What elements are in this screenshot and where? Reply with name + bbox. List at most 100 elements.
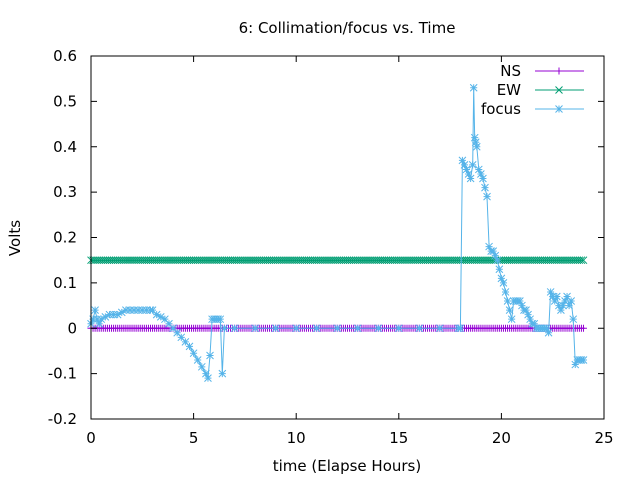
data-point: [485, 242, 493, 251]
data-point: [202, 369, 210, 378]
data-point: [468, 161, 477, 169]
data-point: [193, 356, 202, 364]
data-point: [177, 333, 186, 342]
marks-layer: [87, 83, 588, 383]
x-tick-label: 10: [287, 429, 306, 447]
data-point: [161, 315, 169, 324]
plot-border: [90, 55, 605, 420]
legend-marker: [555, 86, 563, 94]
y-tick-label: -0.2: [48, 410, 77, 428]
data-point: [552, 292, 561, 301]
data-point: [95, 319, 104, 328]
legend-label: focus: [481, 100, 521, 118]
data-point: [472, 142, 481, 151]
data-point: [165, 319, 173, 328]
y-tick-label: 0: [67, 319, 77, 337]
data-point: [493, 256, 502, 265]
data-point: [522, 306, 530, 314]
y-axis-label: Volts: [6, 220, 24, 256]
data-point: [505, 306, 514, 314]
y-tick-label: -0.1: [48, 365, 77, 383]
data-point: [197, 362, 206, 371]
data-point: [271, 324, 280, 333]
data-point: [524, 310, 532, 319]
data-point: [555, 301, 563, 310]
data-point: [497, 274, 506, 283]
data-point: [181, 338, 190, 346]
data-point: [481, 183, 489, 192]
data-point: [230, 324, 239, 333]
x-tick-label: 15: [389, 429, 408, 447]
data-point: [479, 174, 487, 183]
data-point: [91, 306, 99, 314]
data-point: [394, 324, 403, 333]
data-point: [579, 356, 588, 364]
data-point: [503, 297, 512, 305]
data-point: [462, 165, 471, 174]
data-point: [169, 324, 177, 333]
y-tick-label: 0.6: [53, 47, 77, 65]
data-point: [415, 324, 424, 333]
data-point: [109, 310, 118, 319]
data-point: [501, 288, 510, 296]
data-point: [569, 315, 578, 324]
data-point: [113, 310, 122, 319]
data-point: [105, 310, 114, 319]
data-point: [471, 138, 480, 147]
y-tick-label: 0.3: [53, 183, 77, 201]
data-point: [89, 315, 97, 324]
legend-label: EW: [497, 81, 521, 99]
data-point: [138, 306, 147, 314]
data-point: [134, 306, 143, 314]
data-point: [483, 192, 491, 201]
data-point: [122, 306, 130, 314]
data-point: [353, 324, 362, 333]
x-tick-label: 25: [594, 429, 613, 447]
series-focus: [87, 83, 588, 383]
series-line: [90, 87, 584, 381]
data-point: [374, 324, 383, 333]
data-point: [518, 301, 526, 310]
data-point: [142, 306, 151, 314]
data-point: [565, 301, 573, 310]
data-point: [456, 324, 465, 333]
data-point: [93, 315, 102, 324]
legend-label: NS: [500, 62, 521, 80]
data-point: [526, 315, 534, 324]
data-point: [546, 288, 555, 296]
data-point: [577, 256, 586, 265]
data-point: [559, 301, 567, 310]
data-point: [466, 174, 475, 183]
data-point: [101, 313, 110, 321]
data-point: [117, 308, 126, 317]
x-tick-label: 0: [86, 429, 96, 447]
data-point: [548, 292, 557, 301]
data-point: [220, 324, 229, 333]
data-point: [173, 328, 182, 337]
data-point: [507, 315, 516, 324]
data-point: [148, 306, 157, 314]
data-point: [544, 328, 553, 337]
data-point: [579, 324, 587, 332]
data-point: [542, 324, 551, 333]
data-point: [292, 324, 301, 333]
x-axis-label: time (Elapse Hours): [273, 457, 421, 475]
data-point: [216, 315, 225, 324]
y-tick-label: 0.2: [53, 229, 77, 247]
y-tick-label: 0.5: [53, 92, 77, 110]
data-point: [563, 292, 571, 301]
data-point: [561, 297, 569, 305]
ticks-layer: 0 5 10 15 20 25 -0.2 -0.1 0 0.1 0.2 0.3 0.4 0.5 0.6: [48, 47, 614, 447]
data-point: [516, 297, 524, 305]
data-point: [469, 83, 478, 92]
data-point: [312, 324, 321, 333]
x-tick-label: 5: [189, 429, 199, 447]
data-point: [477, 170, 485, 178]
data-point: [156, 313, 165, 321]
data-point: [204, 374, 212, 383]
data-point: [557, 306, 565, 314]
data-point: [491, 251, 500, 260]
